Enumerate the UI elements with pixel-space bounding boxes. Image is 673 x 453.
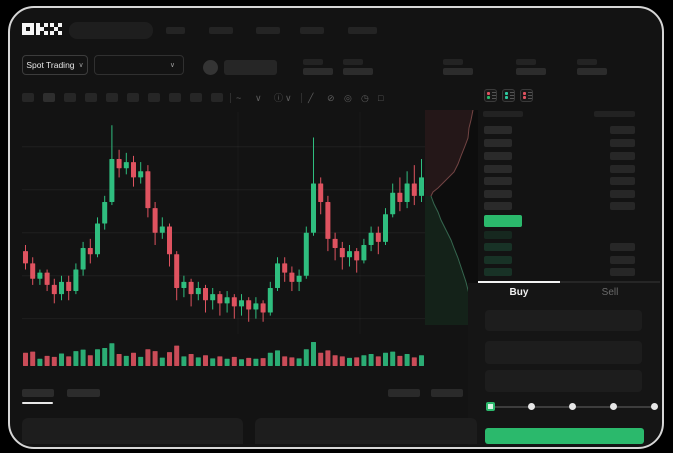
ask-amount-cell <box>610 152 635 160</box>
tab-sell[interactable]: Sell <box>601 287 619 298</box>
interval-pill[interactable] <box>22 93 34 102</box>
slider-stop-dot[interactable] <box>568 403 576 410</box>
last-price-badge[interactable] <box>484 215 522 227</box>
book-bids-view-icon[interactable] <box>502 89 515 102</box>
orderbook-price-header <box>483 111 523 117</box>
stat-value-placeholder <box>343 68 373 75</box>
chevron-down-icon: ∨ <box>169 62 175 69</box>
stat-label-placeholder <box>516 59 536 65</box>
book-asks-view-icon[interactable] <box>520 89 533 102</box>
bid-price-row[interactable] <box>484 243 512 251</box>
bottom-action-placeholder[interactable] <box>388 389 420 397</box>
bid-amount-cell <box>610 243 635 251</box>
bottom-tab-placeholder[interactable] <box>22 389 54 397</box>
snapshot-icon[interactable]: ◎ <box>344 93 352 103</box>
ask-amount-cell <box>610 190 635 198</box>
slider-stop-dot[interactable] <box>609 403 617 410</box>
bid-price-row[interactable] <box>484 268 512 276</box>
pair-name-placeholder <box>224 60 277 75</box>
chart-type-chevron-icon[interactable]: ∨ <box>255 93 262 103</box>
bottom-tab-placeholder[interactable] <box>67 389 100 397</box>
slider-handle[interactable] <box>485 402 495 411</box>
ask-price-row[interactable] <box>484 190 512 198</box>
stat-value-placeholder <box>303 68 333 75</box>
interval-pill[interactable] <box>169 93 181 102</box>
timer-icon[interactable]: ◷ <box>361 93 369 103</box>
tab-buy[interactable]: Buy <box>509 287 529 298</box>
ask-price-row[interactable] <box>484 165 512 173</box>
bottom-panel <box>255 418 477 444</box>
chevron-down-icon: ∨ <box>78 61 84 69</box>
tab-indicator-active <box>478 281 560 283</box>
interval-pill[interactable] <box>190 93 202 102</box>
stat-value-placeholder <box>516 68 546 75</box>
trendline-icon[interactable]: ╱ <box>308 93 314 103</box>
interval-pill[interactable] <box>148 93 160 102</box>
search-bar[interactable] <box>69 22 153 39</box>
stat-value-placeholder <box>577 68 607 75</box>
fullscreen-icon[interactable]: □ <box>378 93 384 103</box>
stat-label-placeholder <box>577 59 597 65</box>
ask-price-row[interactable] <box>484 152 512 160</box>
ask-amount-cell <box>610 165 635 173</box>
buy-submit-button[interactable] <box>485 428 644 444</box>
indicator-chevron-icon[interactable]: ∨ <box>285 93 292 103</box>
nav-item-placeholder[interactable] <box>300 27 324 34</box>
trade-panel-background <box>468 283 660 445</box>
order-input-field[interactable] <box>485 341 642 364</box>
book-combined-view-icon[interactable] <box>484 89 497 102</box>
interval-pill[interactable] <box>85 93 97 102</box>
market-type-label: Spot Trading <box>26 60 75 70</box>
nav-item-placeholder[interactable] <box>166 27 185 34</box>
interval-pill[interactable] <box>127 93 139 102</box>
stat-label-placeholder <box>443 59 463 65</box>
stat-value-placeholder <box>443 68 473 75</box>
ask-amount-cell <box>610 177 635 185</box>
nav-item-placeholder[interactable] <box>348 27 377 34</box>
order-input-field[interactable] <box>485 370 642 392</box>
indicator-icon[interactable]: ⓘ <box>274 93 284 103</box>
nav-item-placeholder[interactable] <box>256 27 280 34</box>
okx-logo <box>22 23 62 35</box>
market-type-selector[interactable]: Spot Trading ∨ <box>22 55 88 75</box>
slider-stop-dot[interactable] <box>650 403 658 410</box>
interval-pill[interactable] <box>211 93 223 102</box>
bid-amount-cell <box>610 268 635 276</box>
slider-stop-dot[interactable] <box>527 403 535 410</box>
ask-price-row[interactable] <box>484 139 512 147</box>
interval-pill[interactable] <box>43 93 55 102</box>
bid-amount-cell <box>610 256 635 264</box>
interval-pill[interactable] <box>64 93 76 102</box>
ask-amount-cell <box>610 139 635 147</box>
ask-price-row[interactable] <box>484 177 512 185</box>
bid-price-row[interactable] <box>484 256 512 264</box>
interval-pill[interactable] <box>106 93 118 102</box>
ask-price-row[interactable] <box>484 202 512 210</box>
toolbar-divider <box>230 93 231 103</box>
orderbook-amount-header <box>594 111 635 117</box>
stat-label-placeholder <box>303 59 323 65</box>
candlestick-chart <box>22 125 425 366</box>
ask-amount-cell <box>610 126 635 134</box>
coin-avatar <box>203 60 218 75</box>
tab-indicator-track <box>478 281 660 283</box>
ask-price-row[interactable] <box>484 126 512 134</box>
order-input-field[interactable] <box>485 310 642 331</box>
bid-price-row[interactable] <box>484 231 512 239</box>
nav-item-placeholder[interactable] <box>209 27 233 34</box>
bottom-panel <box>22 418 243 444</box>
bottom-tab-active-underline <box>22 402 53 404</box>
stat-label-placeholder <box>343 59 363 65</box>
toolbar-divider <box>301 93 302 103</box>
app-window: Spot Trading ∨ ∨ Buy Sell <box>8 6 664 449</box>
pair-selector-dropdown[interactable]: ∨ <box>94 55 184 75</box>
chart-type-icon[interactable]: ~ <box>236 93 242 103</box>
eraser-icon[interactable]: ⊘ <box>327 93 335 103</box>
bottom-action-placeholder[interactable] <box>431 389 463 397</box>
ask-amount-cell <box>610 202 635 210</box>
